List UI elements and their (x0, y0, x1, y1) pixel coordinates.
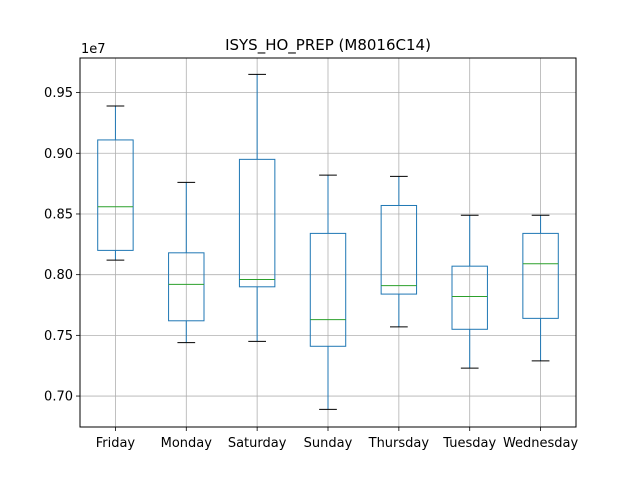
y-axis-offset-label: 1e7 (81, 42, 106, 57)
boxes-layer (97, 73, 559, 410)
x-tick-label: Saturday (228, 436, 287, 451)
y-tick-label: 0.75 (44, 329, 73, 344)
y-tick-label: 0.80 (44, 268, 73, 283)
iqr-box (380, 204, 418, 295)
x-tick-label: Wednesday (503, 436, 579, 451)
box-wednesday (522, 214, 559, 362)
y-tick-label: 0.95 (44, 86, 73, 101)
box-thursday (380, 175, 418, 328)
box-friday (97, 105, 134, 261)
iqr-box (238, 158, 276, 288)
box-tuesday (451, 214, 488, 369)
y-tick-label: 0.90 (44, 147, 73, 162)
box-sunday (309, 174, 347, 410)
x-tick-label: Friday (96, 436, 136, 451)
iqr-box (97, 139, 134, 251)
y-tick-label: 0.70 (44, 390, 73, 405)
x-tick-label: Sunday (304, 436, 353, 451)
iqr-box (522, 232, 559, 319)
x-tick-label: Monday (161, 436, 213, 451)
y-tick-label: 0.85 (44, 207, 73, 222)
x-tick-label: Tuesday (442, 436, 496, 451)
axis-ticks: 0.70 0.75 0.80 0.85 0.90 0.95 Friday Monday Satu… (44, 86, 578, 451)
box-saturday (238, 73, 276, 342)
iqr-box (451, 265, 488, 330)
chart-title: ISYS_HO_PREP (M8016C14) (225, 36, 431, 55)
iqr-box (309, 232, 347, 347)
x-tick-label: Thursday (368, 436, 430, 451)
grid-lines (80, 58, 576, 427)
box-monday (168, 181, 205, 344)
iqr-box (168, 252, 205, 322)
